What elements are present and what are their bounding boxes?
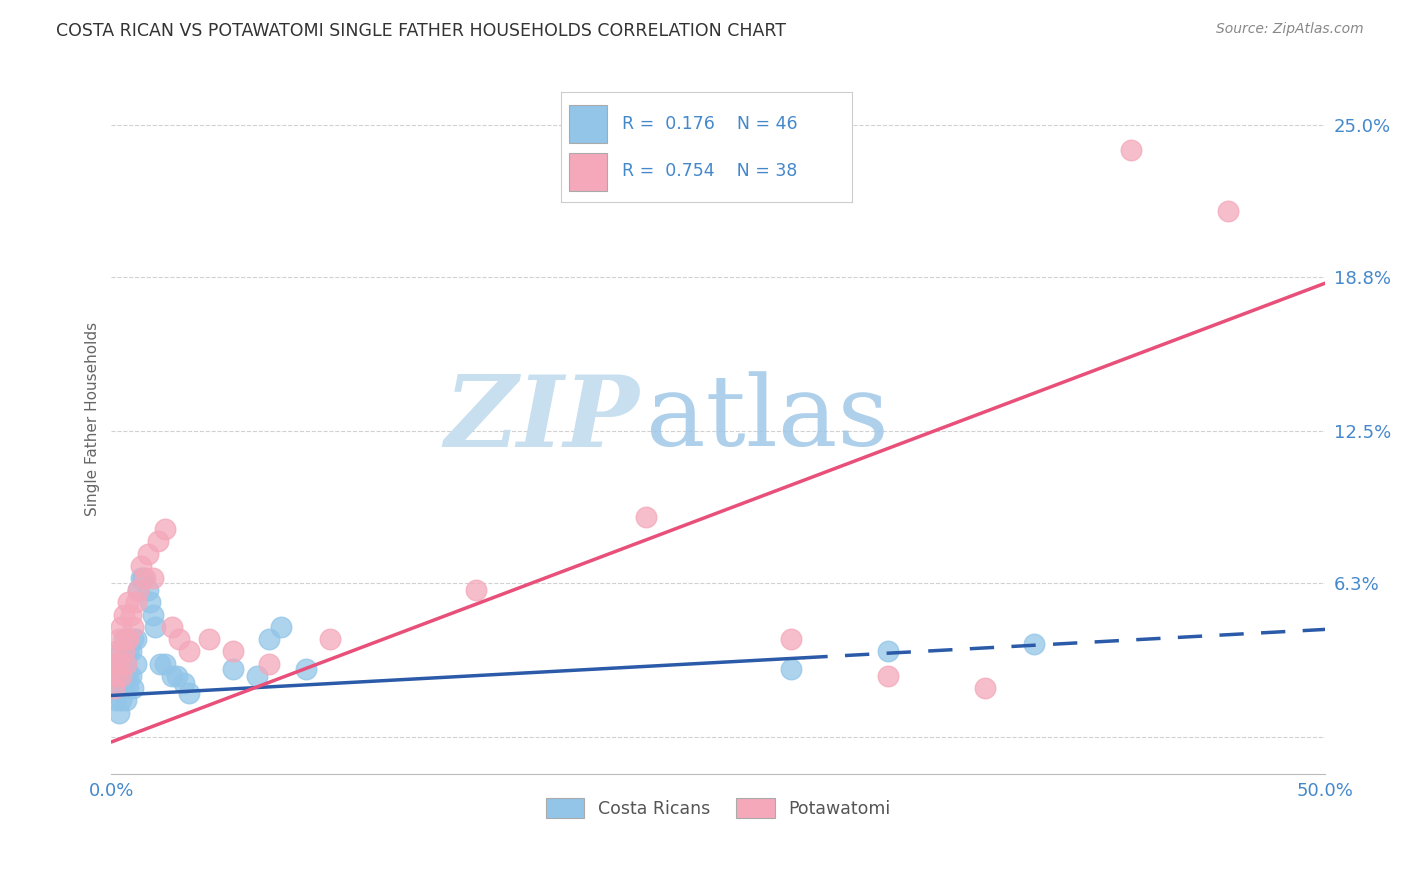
Point xyxy=(149,657,172,671)
Point xyxy=(110,644,132,658)
Point xyxy=(112,607,135,622)
Point xyxy=(125,657,148,671)
Point xyxy=(1121,143,1143,157)
Point xyxy=(974,681,997,695)
Point xyxy=(115,669,138,683)
Point xyxy=(117,595,139,609)
Point xyxy=(125,595,148,609)
Point xyxy=(179,644,201,658)
Point xyxy=(110,620,132,634)
Point xyxy=(110,669,132,683)
Point xyxy=(143,620,166,634)
Point xyxy=(122,620,145,634)
Point xyxy=(1022,637,1045,651)
Point xyxy=(110,693,132,707)
Point xyxy=(197,632,219,647)
Point xyxy=(132,571,155,585)
Text: COSTA RICAN VS POTAWATOMI SINGLE FATHER HOUSEHOLDS CORRELATION CHART: COSTA RICAN VS POTAWATOMI SINGLE FATHER … xyxy=(56,22,786,40)
Text: ZIP: ZIP xyxy=(444,371,640,467)
Point xyxy=(107,706,129,720)
Point xyxy=(153,522,176,536)
Point xyxy=(105,644,128,658)
Point xyxy=(129,571,152,585)
Point xyxy=(103,657,125,671)
Point xyxy=(319,632,342,647)
Point xyxy=(107,657,129,671)
Point xyxy=(117,644,139,658)
Point xyxy=(222,661,245,675)
Text: Source: ZipAtlas.com: Source: ZipAtlas.com xyxy=(1216,22,1364,37)
Point xyxy=(105,693,128,707)
Point xyxy=(105,669,128,683)
Point xyxy=(136,547,159,561)
Point xyxy=(107,632,129,647)
Point xyxy=(117,632,139,647)
Point xyxy=(115,657,138,671)
Point xyxy=(136,583,159,598)
Point xyxy=(112,681,135,695)
Point xyxy=(179,686,201,700)
Point xyxy=(117,669,139,683)
Point xyxy=(112,657,135,671)
Point xyxy=(139,595,162,609)
Point xyxy=(160,620,183,634)
Point xyxy=(115,657,138,671)
Y-axis label: Single Father Households: Single Father Households xyxy=(86,322,100,516)
Text: atlas: atlas xyxy=(645,371,889,467)
Point xyxy=(142,607,165,622)
Point xyxy=(120,607,142,622)
Point xyxy=(153,657,176,671)
Point xyxy=(103,681,125,695)
Point xyxy=(122,632,145,647)
Point xyxy=(120,669,142,683)
Point xyxy=(160,669,183,683)
Point xyxy=(110,669,132,683)
Point xyxy=(115,632,138,647)
Point xyxy=(464,583,486,598)
Point xyxy=(142,571,165,585)
Point xyxy=(112,644,135,658)
Point xyxy=(112,632,135,647)
Point xyxy=(125,632,148,647)
Point xyxy=(634,509,657,524)
Point xyxy=(246,669,269,683)
Point xyxy=(257,657,280,671)
Point xyxy=(166,669,188,683)
Point xyxy=(780,661,803,675)
Point xyxy=(1218,203,1240,218)
Point xyxy=(117,681,139,695)
Point xyxy=(103,657,125,671)
Point xyxy=(107,681,129,695)
Point xyxy=(105,669,128,683)
Point xyxy=(877,644,900,658)
Point xyxy=(173,676,195,690)
Point xyxy=(134,571,156,585)
Point xyxy=(270,620,292,634)
Point xyxy=(146,534,169,549)
Point xyxy=(122,681,145,695)
Point xyxy=(129,558,152,573)
Point xyxy=(222,644,245,658)
Point xyxy=(115,693,138,707)
Point xyxy=(294,661,316,675)
Point xyxy=(127,583,149,598)
Point xyxy=(780,632,803,647)
Point xyxy=(169,632,191,647)
Legend: Costa Ricans, Potawatomi: Costa Ricans, Potawatomi xyxy=(538,791,897,825)
Point xyxy=(257,632,280,647)
Point xyxy=(103,681,125,695)
Point xyxy=(107,657,129,671)
Point xyxy=(127,583,149,598)
Point xyxy=(877,669,900,683)
Point xyxy=(120,644,142,658)
